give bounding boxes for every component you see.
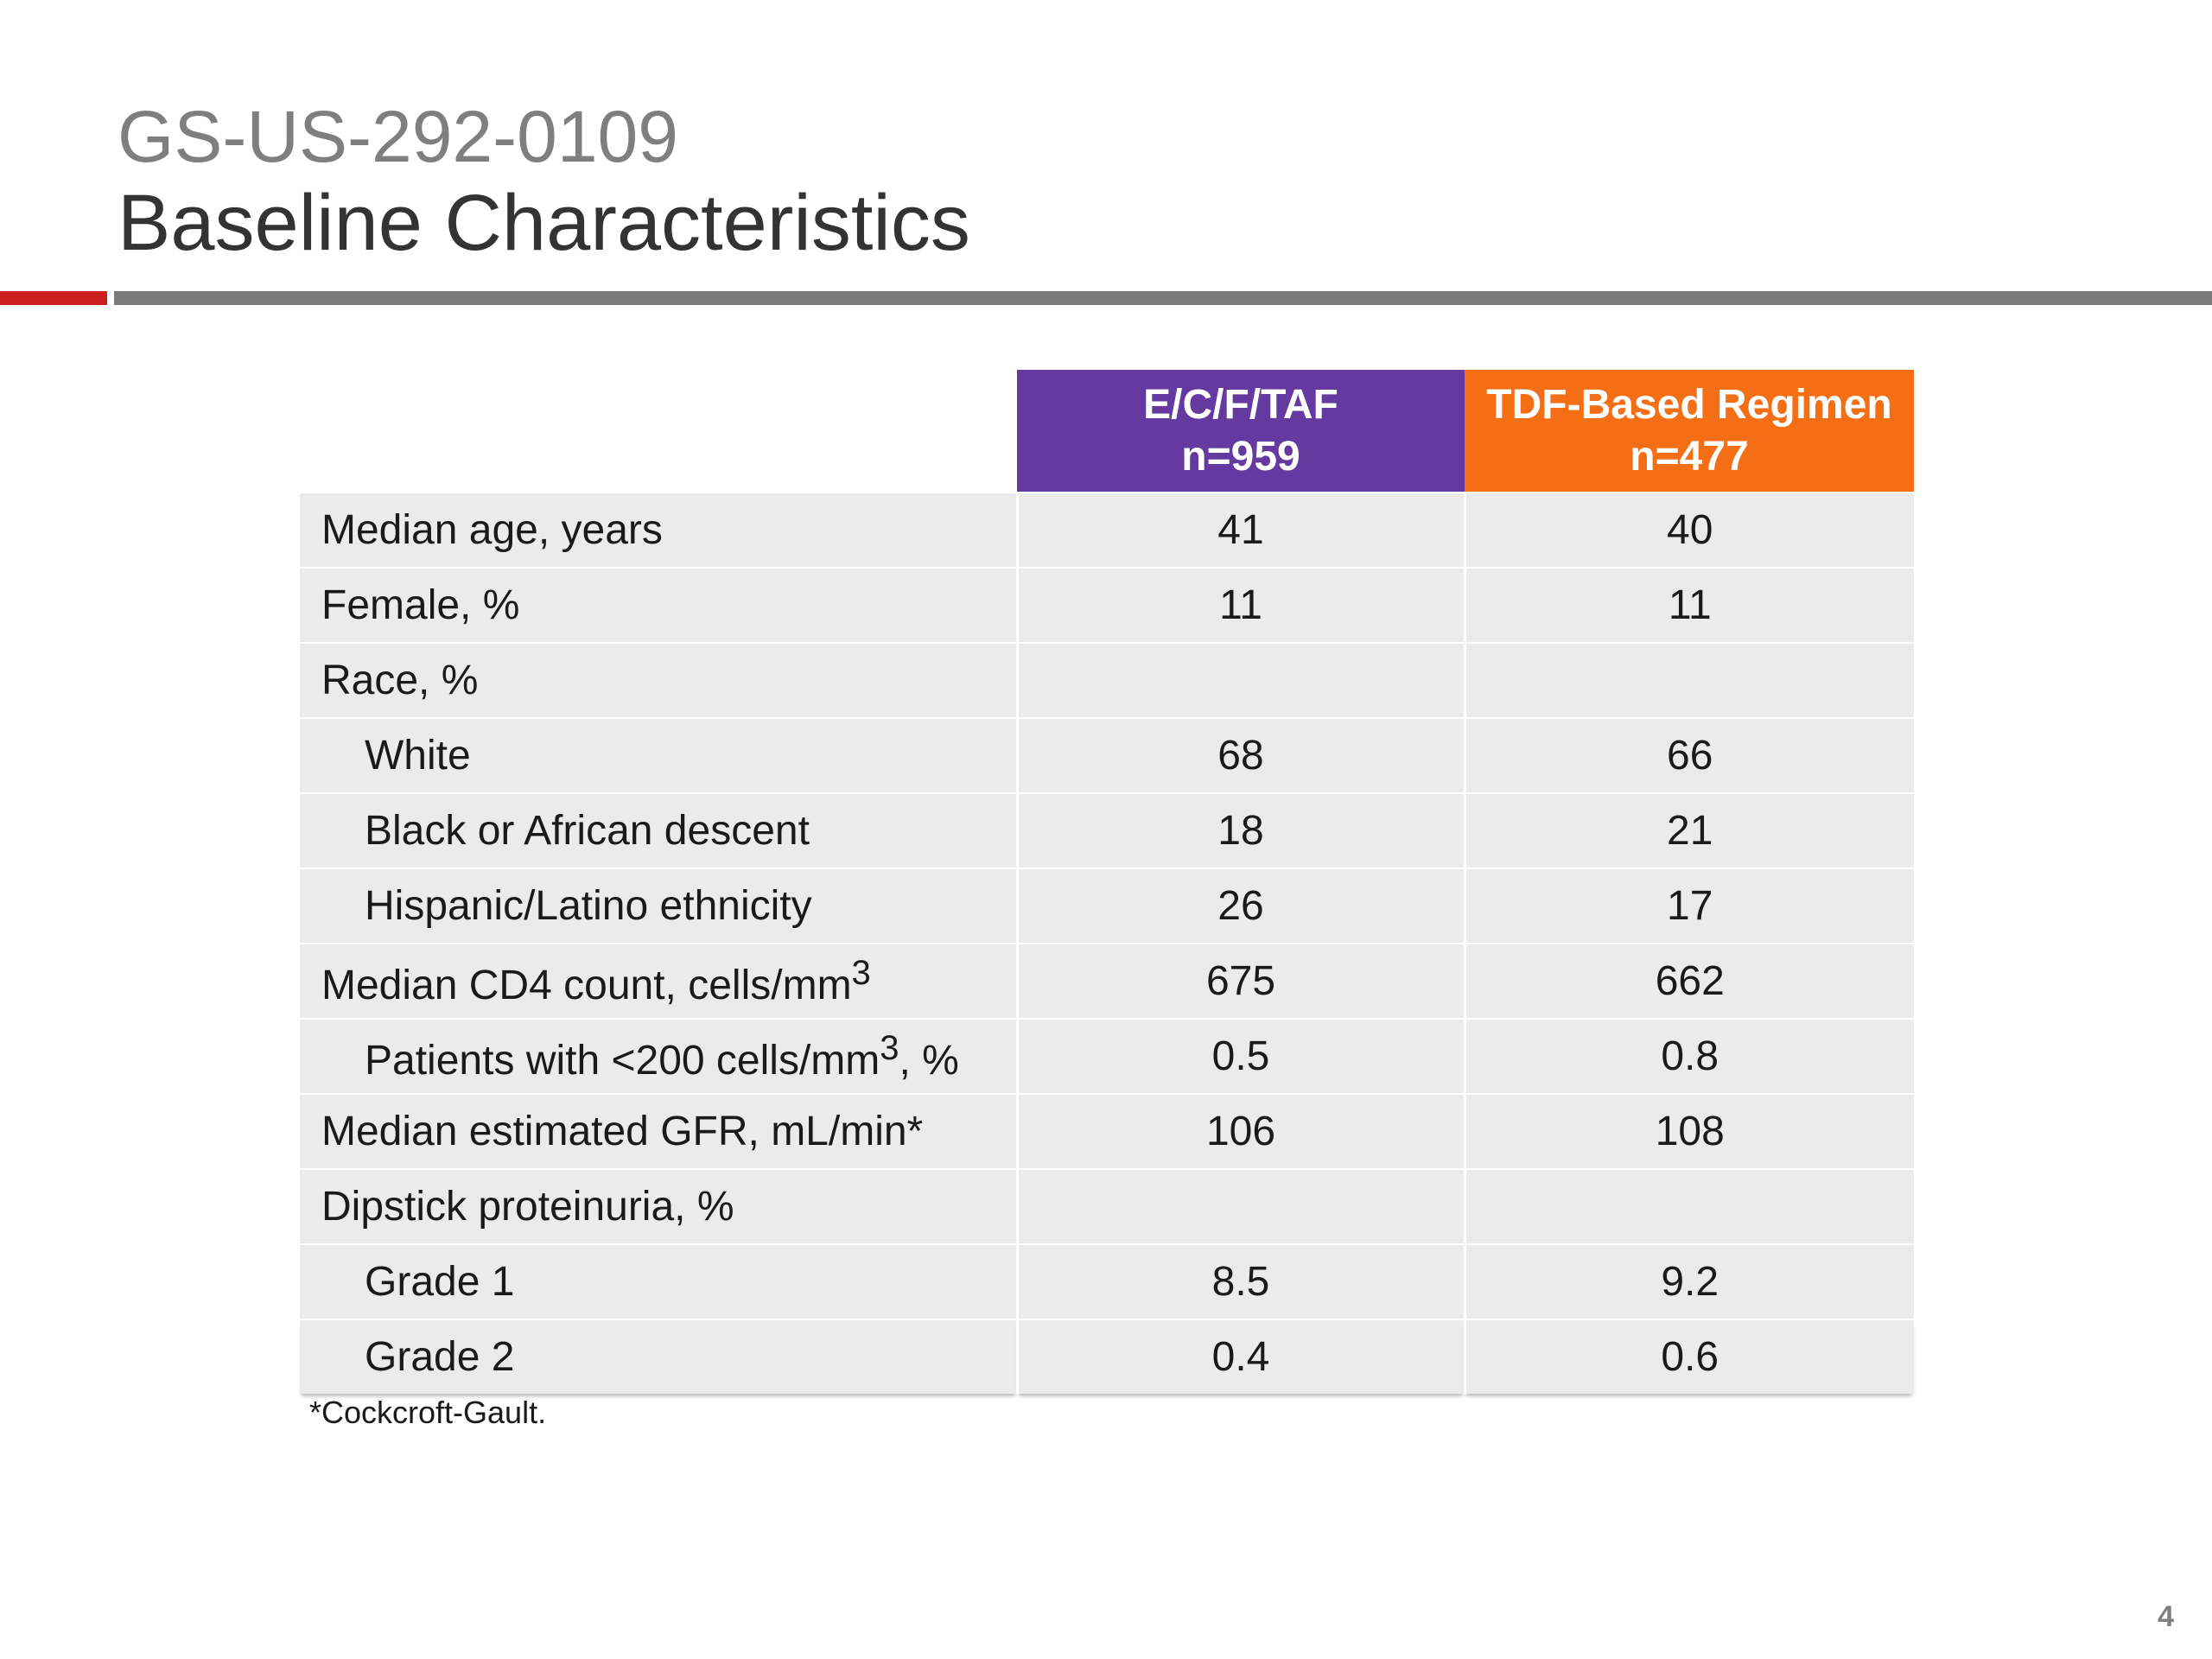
row-label: Median CD4 count, cells/mm3 [300, 943, 1017, 1019]
superscript-3: 3 [851, 953, 871, 992]
header-tdf-regimen-n: n=477 [1630, 433, 1749, 480]
footnote: *Cockcroft-Gault. [309, 1395, 547, 1430]
cell-ecftaf: 675 [1015, 943, 1465, 1019]
page-number: 4 [2158, 1600, 2174, 1633]
table-row: Dipstick proteinuria, % [300, 1168, 1914, 1244]
cell-ecftaf [1015, 642, 1465, 718]
baseline-table-container: E/C/F/TAF n=959 TDF-Based Regimen n=477 … [300, 370, 1914, 1394]
cell-tdf: 17 [1463, 868, 1914, 944]
title-rule [114, 291, 2212, 305]
table-row: Patients with <200 cells/mm3, % 0.5 0.8 [300, 1018, 1914, 1094]
header-ecftaf-name: E/C/F/TAF [1143, 381, 1338, 428]
cell-ecftaf: 0.5 [1015, 1018, 1465, 1094]
header-tdf-regimen-name: TDF-Based Regimen [1486, 381, 1892, 428]
cell-tdf: 0.6 [1463, 1319, 1914, 1394]
table-header-row: E/C/F/TAF n=959 TDF-Based Regimen n=477 [300, 370, 1914, 493]
table-row: Median estimated GFR, mL/min* 106 108 [300, 1093, 1914, 1169]
row-label: Grade 2 [300, 1319, 1017, 1394]
page-title: Baseline Characteristics [118, 179, 970, 267]
cell-ecftaf: 41 [1015, 492, 1465, 568]
row-label: Hispanic/Latino ethnicity [300, 868, 1017, 944]
row-label: Female, % [300, 567, 1017, 643]
header-tdf-regimen: TDF-Based Regimen n=477 [1465, 370, 1914, 493]
row-label: Patients with <200 cells/mm3, % [300, 1018, 1017, 1094]
cell-tdf: 108 [1463, 1093, 1914, 1169]
row-label: Dipstick proteinuria, % [300, 1168, 1017, 1244]
row-label-text: Patients with <200 cells/mm [365, 1037, 880, 1084]
cell-ecftaf: 68 [1015, 717, 1465, 793]
cell-tdf: 9.2 [1463, 1243, 1914, 1319]
header-ecftaf: E/C/F/TAF n=959 [1017, 370, 1465, 493]
cell-ecftaf: 26 [1015, 868, 1465, 944]
cell-ecftaf: 11 [1015, 567, 1465, 643]
table-row: Median age, years 41 40 [300, 492, 1914, 568]
cell-ecftaf: 18 [1015, 792, 1465, 868]
superscript-3: 3 [880, 1028, 899, 1067]
cell-tdf: 11 [1463, 567, 1914, 643]
table-row: Grade 2 0.4 0.6 [300, 1319, 1914, 1394]
cell-tdf [1463, 1168, 1914, 1244]
cell-tdf: 662 [1463, 943, 1914, 1019]
cell-tdf [1463, 642, 1914, 718]
cell-tdf: 21 [1463, 792, 1914, 868]
row-label: White [300, 717, 1017, 793]
row-label-text: Median CD4 count, cells/mm [321, 962, 852, 1008]
table-row: Female, % 11 11 [300, 567, 1914, 643]
row-label: Median age, years [300, 492, 1017, 568]
cell-tdf: 40 [1463, 492, 1914, 568]
table-row: Hispanic/Latino ethnicity 26 17 [300, 868, 1914, 944]
header-blank-cell [300, 370, 1017, 493]
title-block: GS-US-292-0109 Baseline Characteristics [118, 95, 970, 268]
table-row: Median CD4 count, cells/mm3 675 662 [300, 943, 1914, 1019]
table-row: Grade 1 8.5 9.2 [300, 1243, 1914, 1319]
table-row: Black or African descent 18 21 [300, 792, 1914, 868]
row-label: Black or African descent [300, 792, 1017, 868]
row-label-tail: , % [899, 1037, 959, 1084]
table-row: Race, % [300, 642, 1914, 718]
title-rule-red-accent [0, 291, 107, 305]
row-label: Median estimated GFR, mL/min* [300, 1093, 1017, 1169]
cell-tdf: 0.8 [1463, 1018, 1914, 1094]
row-label: Grade 1 [300, 1243, 1017, 1319]
table-row: White 68 66 [300, 717, 1914, 793]
cell-ecftaf: 106 [1015, 1093, 1465, 1169]
study-id-title: GS-US-292-0109 [118, 96, 678, 177]
row-label: Race, % [300, 642, 1017, 718]
header-ecftaf-n: n=959 [1181, 433, 1300, 480]
cell-ecftaf: 0.4 [1015, 1319, 1465, 1394]
cell-ecftaf [1015, 1168, 1465, 1244]
cell-ecftaf: 8.5 [1015, 1243, 1465, 1319]
baseline-table: E/C/F/TAF n=959 TDF-Based Regimen n=477 … [300, 370, 1914, 1394]
cell-tdf: 66 [1463, 717, 1914, 793]
